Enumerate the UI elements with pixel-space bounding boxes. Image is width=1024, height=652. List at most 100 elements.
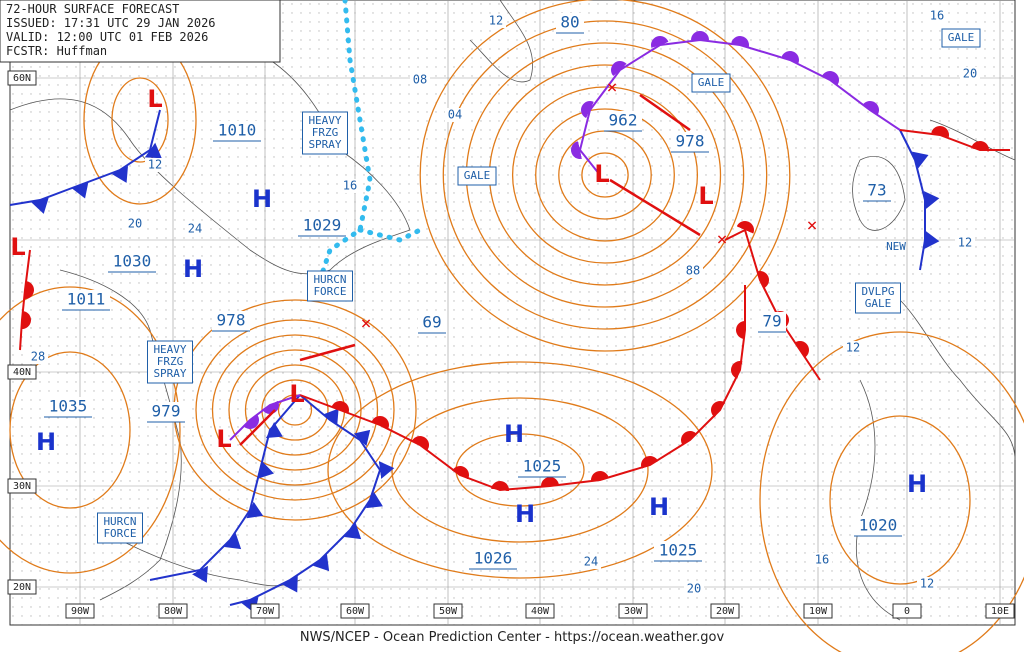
front	[149, 394, 301, 583]
isobar-label: 16	[343, 179, 357, 193]
pressure-label-box	[854, 516, 902, 536]
isobar-label-box	[683, 264, 703, 278]
central-pressure: 962	[609, 111, 638, 130]
pressure-label-box	[469, 549, 517, 569]
isobar-label: 16	[930, 9, 944, 23]
lon-label-box	[985, 603, 1015, 619]
isobar-label: 20	[963, 67, 977, 81]
lat-label: 60N	[13, 73, 31, 84]
lon-label: 70W	[256, 606, 275, 617]
lon-label-box	[65, 603, 95, 619]
forecast-position: ×	[717, 229, 728, 250]
isobar-label-box	[917, 577, 937, 591]
lon-label: 30W	[624, 606, 643, 617]
warning-box	[307, 270, 353, 302]
lat-label-box	[7, 579, 37, 595]
central-pressure: 1026	[474, 549, 513, 568]
lon-label: 50W	[439, 606, 458, 617]
warning-text: GALE	[865, 297, 892, 310]
isobar-label: 12	[920, 577, 934, 591]
isobar-label-box	[955, 236, 975, 250]
isobar-label: 20	[128, 217, 142, 231]
isobar	[0, 286, 181, 574]
low-center: L	[216, 425, 231, 453]
ice-edge	[317, 0, 373, 283]
lon-label: 10E	[991, 606, 1009, 617]
header-box	[0, 0, 281, 63]
front	[899, 129, 940, 271]
isobar-label: 16	[815, 553, 829, 567]
warning-text: GALE	[948, 31, 975, 44]
header-line: ISSUED: 17:31 UTC 29 JAN 2026	[6, 16, 216, 30]
warning-text: GALE	[698, 76, 725, 89]
note-text: NEW	[886, 240, 906, 253]
front	[571, 31, 901, 176]
central-pressure: 1029	[303, 216, 342, 235]
isobar-label: 12	[846, 341, 860, 355]
central-pressure: 978	[217, 311, 246, 330]
warning-text: SPRAY	[308, 138, 341, 151]
warning-box	[97, 512, 143, 544]
front	[229, 394, 301, 441]
lon-label: 0	[904, 606, 910, 617]
warning-text: HURCN	[313, 273, 346, 286]
central-pressure: 79	[762, 312, 781, 331]
lat-label: 20N	[13, 582, 31, 593]
lon-label-box	[618, 603, 648, 619]
warning-box	[941, 28, 981, 48]
central-pressure: 1011	[67, 290, 106, 309]
warning-box	[457, 166, 497, 186]
low-center: L	[289, 380, 304, 408]
lon-label-box	[433, 603, 463, 619]
central-pressure: 1035	[49, 397, 88, 416]
warning-text: SPRAY	[153, 367, 186, 380]
front	[299, 285, 746, 492]
forecast-position: ×	[807, 215, 818, 236]
isobar-label-box	[340, 179, 360, 193]
forecast-position: ×	[361, 313, 372, 334]
lon-label-box	[158, 603, 188, 619]
pressure-label-box	[213, 121, 261, 141]
warning-text: GALE	[464, 169, 491, 182]
track-arrow	[639, 93, 691, 132]
warning-text: FORCE	[103, 527, 136, 540]
warning-text: FRZG	[157, 355, 184, 368]
header-line: FCSTR: Huffman	[6, 44, 107, 58]
isobar-label-box	[185, 222, 205, 236]
central-pressure: 1010	[218, 121, 257, 140]
isobar-label: 24	[188, 222, 202, 236]
lon-label-box	[710, 603, 740, 619]
header-line: 72-HOUR SURFACE FORECAST	[6, 2, 179, 16]
central-pressure: 979	[152, 402, 181, 421]
lat-label-box	[7, 364, 37, 380]
isobar-label-box	[145, 158, 165, 172]
warning-text: FRZG	[312, 126, 339, 139]
isobar-label: 12	[489, 14, 503, 28]
warning-box	[147, 340, 193, 384]
isobar-label: 12	[148, 158, 162, 172]
pressure-label-box	[108, 252, 156, 272]
front	[899, 126, 1010, 152]
isobar-label: 20	[687, 582, 701, 596]
track-arrow	[299, 343, 356, 362]
warning-text: HURCN	[103, 515, 136, 528]
isobar-label-box	[410, 73, 430, 87]
high-center: H	[252, 185, 272, 213]
pressure-label-box	[62, 290, 110, 310]
lon-label: 20W	[716, 606, 735, 617]
pressure-label-box	[418, 313, 446, 333]
pressure-label-box	[298, 216, 346, 236]
central-pressure: 1025	[659, 541, 698, 560]
pressure-label-box	[654, 541, 702, 561]
header-line: VALID: 12:00 UTC 01 FEB 2026	[6, 30, 208, 44]
lon-label-box	[340, 603, 370, 619]
central-pressure: 80	[560, 13, 579, 32]
high-center: H	[907, 470, 927, 498]
forecast-position: ×	[607, 77, 618, 98]
high-center: H	[649, 493, 669, 521]
high-center: H	[504, 420, 524, 448]
central-pressure: 1030	[113, 252, 152, 271]
warning-text: HEAVY	[153, 343, 186, 356]
track-arrow	[609, 178, 701, 237]
